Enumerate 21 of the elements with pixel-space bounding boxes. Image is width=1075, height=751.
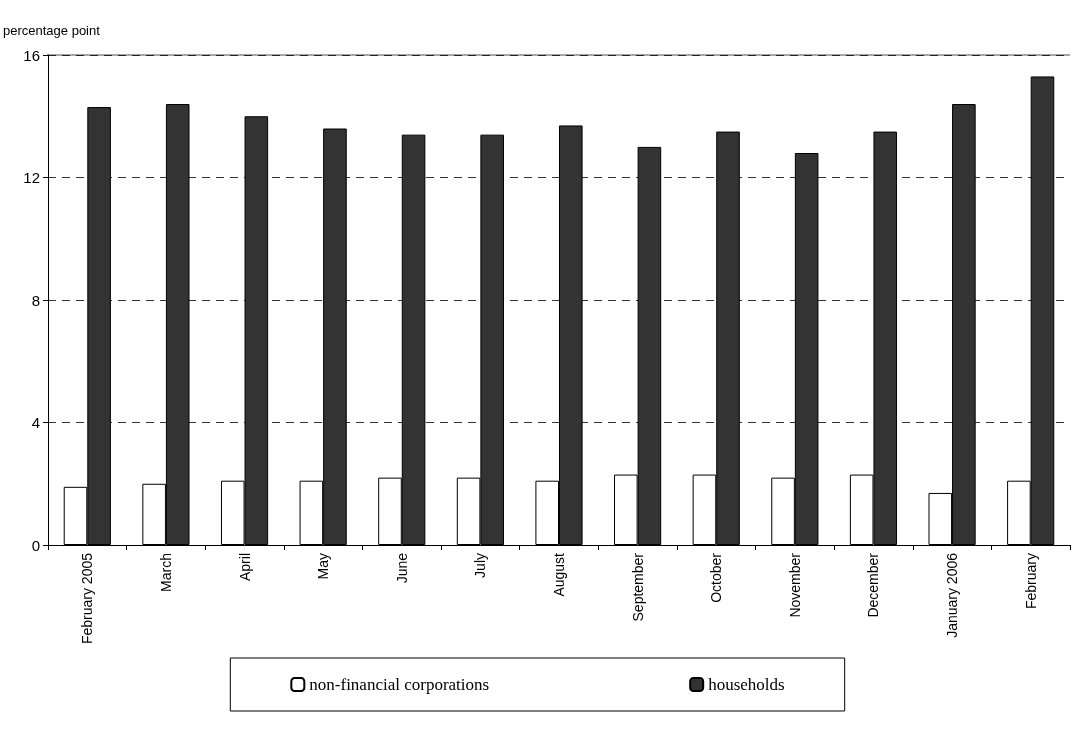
legend-label: non-financial corporations <box>309 675 490 694</box>
x-tick-label: July <box>472 553 489 578</box>
y-tick-label: 12 <box>23 169 40 186</box>
x-tick-label: February <box>1022 553 1039 610</box>
x-tick-label: March <box>157 553 174 592</box>
x-tick-label: October <box>708 552 725 603</box>
x-tick-label: June <box>393 552 410 584</box>
y-axis-title: percentage point <box>3 23 101 38</box>
y-tick-label: 4 <box>31 414 40 431</box>
x-tick-label: February 2005 <box>79 552 96 645</box>
legend-label: households <box>708 675 785 694</box>
y-tick-label: 0 <box>31 536 40 554</box>
y-tick-label: 16 <box>23 46 40 64</box>
x-tick-label: April <box>236 553 253 582</box>
x-tick-label: May <box>315 553 332 580</box>
x-tick-label: December <box>865 552 882 618</box>
x-tick-label: August <box>551 552 567 597</box>
x-tick-label: September <box>629 552 646 622</box>
x-tick-label: November <box>786 552 803 618</box>
x-tick-label: January 2006 <box>944 552 961 638</box>
y-tick-label: 8 <box>31 291 40 309</box>
